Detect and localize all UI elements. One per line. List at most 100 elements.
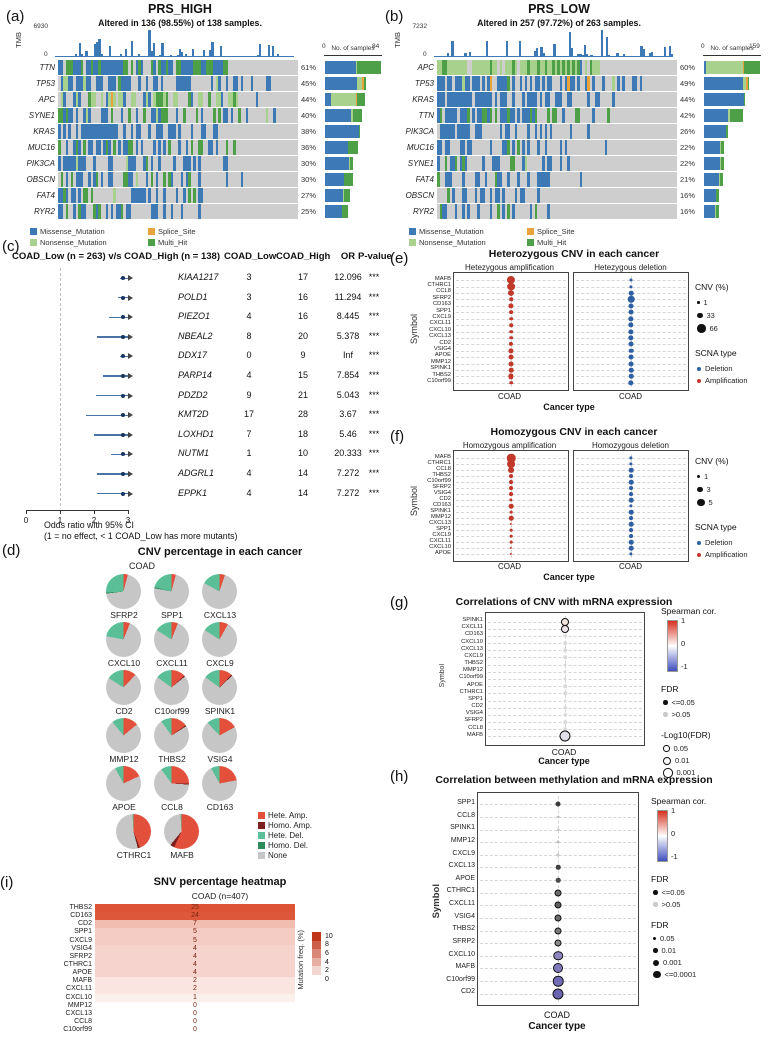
oncoprint-cell bbox=[497, 204, 500, 219]
fdr-dot bbox=[663, 700, 668, 705]
panel-a-oncoprint: (a) PRS_HIGH Altered in 136 (98.55%) of … bbox=[6, 2, 385, 247]
oncoprint-cell bbox=[163, 60, 166, 75]
oncoprint-cell bbox=[240, 60, 243, 75]
oncoprint-cell bbox=[577, 92, 580, 107]
oncoprint-cell bbox=[654, 60, 657, 75]
oncoprint-cell bbox=[283, 156, 286, 171]
oncoprint-cell bbox=[85, 76, 88, 91]
legend-swatch bbox=[409, 239, 416, 246]
gene-percent: 44% bbox=[301, 95, 317, 104]
tmb-bar bbox=[76, 56, 79, 57]
ci-line bbox=[95, 395, 128, 397]
oncoprint-cell bbox=[492, 172, 495, 187]
oncoprint-cell bbox=[509, 76, 512, 91]
oncoprint-cell bbox=[647, 60, 650, 75]
oncoprint-cell bbox=[165, 140, 168, 155]
tmb-bar bbox=[447, 53, 450, 57]
oncoprint-cell bbox=[115, 108, 118, 123]
oncoprint-cell bbox=[125, 76, 128, 91]
forest-caption-1: Odds ratio with 95% CI bbox=[44, 520, 134, 530]
oncoprint-cell bbox=[108, 124, 111, 139]
oncoprint-cell bbox=[70, 76, 73, 91]
oncoprint-cell bbox=[233, 60, 236, 75]
oncoprint-cell bbox=[639, 188, 642, 203]
oncoprint-cell bbox=[103, 172, 106, 187]
oncoprint-cell bbox=[148, 188, 151, 203]
oncoprint-cell bbox=[664, 60, 667, 75]
oncoprint-cell bbox=[265, 124, 268, 139]
tmb-bar bbox=[490, 56, 493, 57]
cnv-dot bbox=[508, 361, 514, 367]
oncoprint-cell bbox=[502, 140, 505, 155]
oncoprint-cell bbox=[168, 124, 171, 139]
oncoprint-row-RYR2: RYR2 16% bbox=[389, 204, 764, 219]
oncoprint-cell bbox=[160, 76, 163, 91]
oncoprint-cell bbox=[213, 172, 216, 187]
plot-box bbox=[477, 792, 639, 1006]
oncoprint-cell bbox=[457, 92, 460, 107]
oncoprint-cell bbox=[80, 156, 83, 171]
oncoprint-cell bbox=[442, 156, 445, 171]
oncoprint-cell bbox=[574, 188, 577, 203]
oncoprint-cell bbox=[539, 172, 542, 187]
oncoprint-cell bbox=[542, 140, 545, 155]
oncoprint-cell bbox=[118, 188, 121, 203]
oncoprint-cell bbox=[587, 60, 590, 75]
panel-e-xtick-amp: COAD bbox=[497, 392, 522, 401]
oncoprint-cell bbox=[208, 108, 211, 123]
oncoprint-cell bbox=[140, 60, 143, 75]
oncoprint-cell bbox=[482, 172, 485, 187]
oncoprint-cell bbox=[230, 204, 233, 219]
size-dot bbox=[697, 301, 700, 304]
oncoprint-cell bbox=[213, 188, 216, 203]
axis-tick bbox=[60, 510, 61, 514]
pie-MAFB bbox=[164, 814, 199, 849]
gene-percent: 16% bbox=[680, 207, 696, 216]
oncoprint-cell bbox=[604, 188, 607, 203]
oncoprint-cell bbox=[188, 156, 191, 171]
panel-h-xlabel: Cancer type bbox=[528, 1021, 586, 1032]
oncoprint-cell bbox=[569, 92, 572, 107]
ytick-CCL8: CCL8 bbox=[468, 724, 483, 731]
oncoprint-cell bbox=[78, 140, 81, 155]
oncoprint-cell bbox=[58, 172, 61, 187]
size-legend-item: <=0.0001 bbox=[653, 970, 696, 979]
oncoprint-cell bbox=[293, 92, 296, 107]
oncoprint-cell bbox=[617, 124, 620, 139]
oncoprint-cell bbox=[268, 92, 271, 107]
samples-bar-track bbox=[325, 140, 383, 155]
cnv-legend: Hete. Amp. Homo. Amp. Hete. Del. Homo. Del.… bbox=[258, 810, 312, 860]
oncoprint-cell bbox=[288, 188, 291, 203]
oncoprint-cell bbox=[582, 76, 585, 91]
oncoprint-cell bbox=[123, 156, 126, 171]
oncoprint-cell bbox=[534, 140, 537, 155]
oncoprint-cell bbox=[205, 172, 208, 187]
oncoprint-cell bbox=[642, 140, 645, 155]
oncoprint-cell bbox=[255, 140, 258, 155]
oncoprint-cell bbox=[185, 204, 188, 219]
cnv-dot bbox=[508, 503, 514, 509]
value-p: *** bbox=[368, 389, 380, 400]
fdr-label: <=0.05 bbox=[661, 888, 685, 897]
oncoprint-cell bbox=[457, 204, 460, 219]
oncoprint-cell bbox=[170, 76, 173, 91]
oncoprint-cell bbox=[489, 172, 492, 187]
ytick-CXCL11: CXCL11 bbox=[429, 537, 451, 544]
oncoprint-cell bbox=[280, 172, 283, 187]
gene-label: RYR2 bbox=[412, 207, 434, 216]
legend-swatch bbox=[258, 851, 265, 859]
tmb-bar bbox=[483, 56, 487, 57]
oncoprint-cell bbox=[220, 204, 223, 219]
samples-bar-track bbox=[704, 156, 762, 171]
oncoprint-cell bbox=[619, 140, 622, 155]
tmb-bar bbox=[473, 56, 476, 57]
forest-row-LOXHD1: LOXHD1 7 18 5.46 *** bbox=[0, 425, 388, 445]
oncoprint-cell bbox=[293, 204, 296, 219]
oncoprint-cell bbox=[95, 140, 98, 155]
oncoprint-cell bbox=[100, 140, 103, 155]
oncoprint-cell bbox=[135, 188, 138, 203]
bar-segment bbox=[704, 157, 721, 170]
forest-row-PIEZO1: PIEZO1 4 16 8.445 *** bbox=[0, 307, 388, 327]
oncoprint-cell bbox=[245, 108, 248, 123]
oncoprint-cell bbox=[168, 76, 171, 91]
